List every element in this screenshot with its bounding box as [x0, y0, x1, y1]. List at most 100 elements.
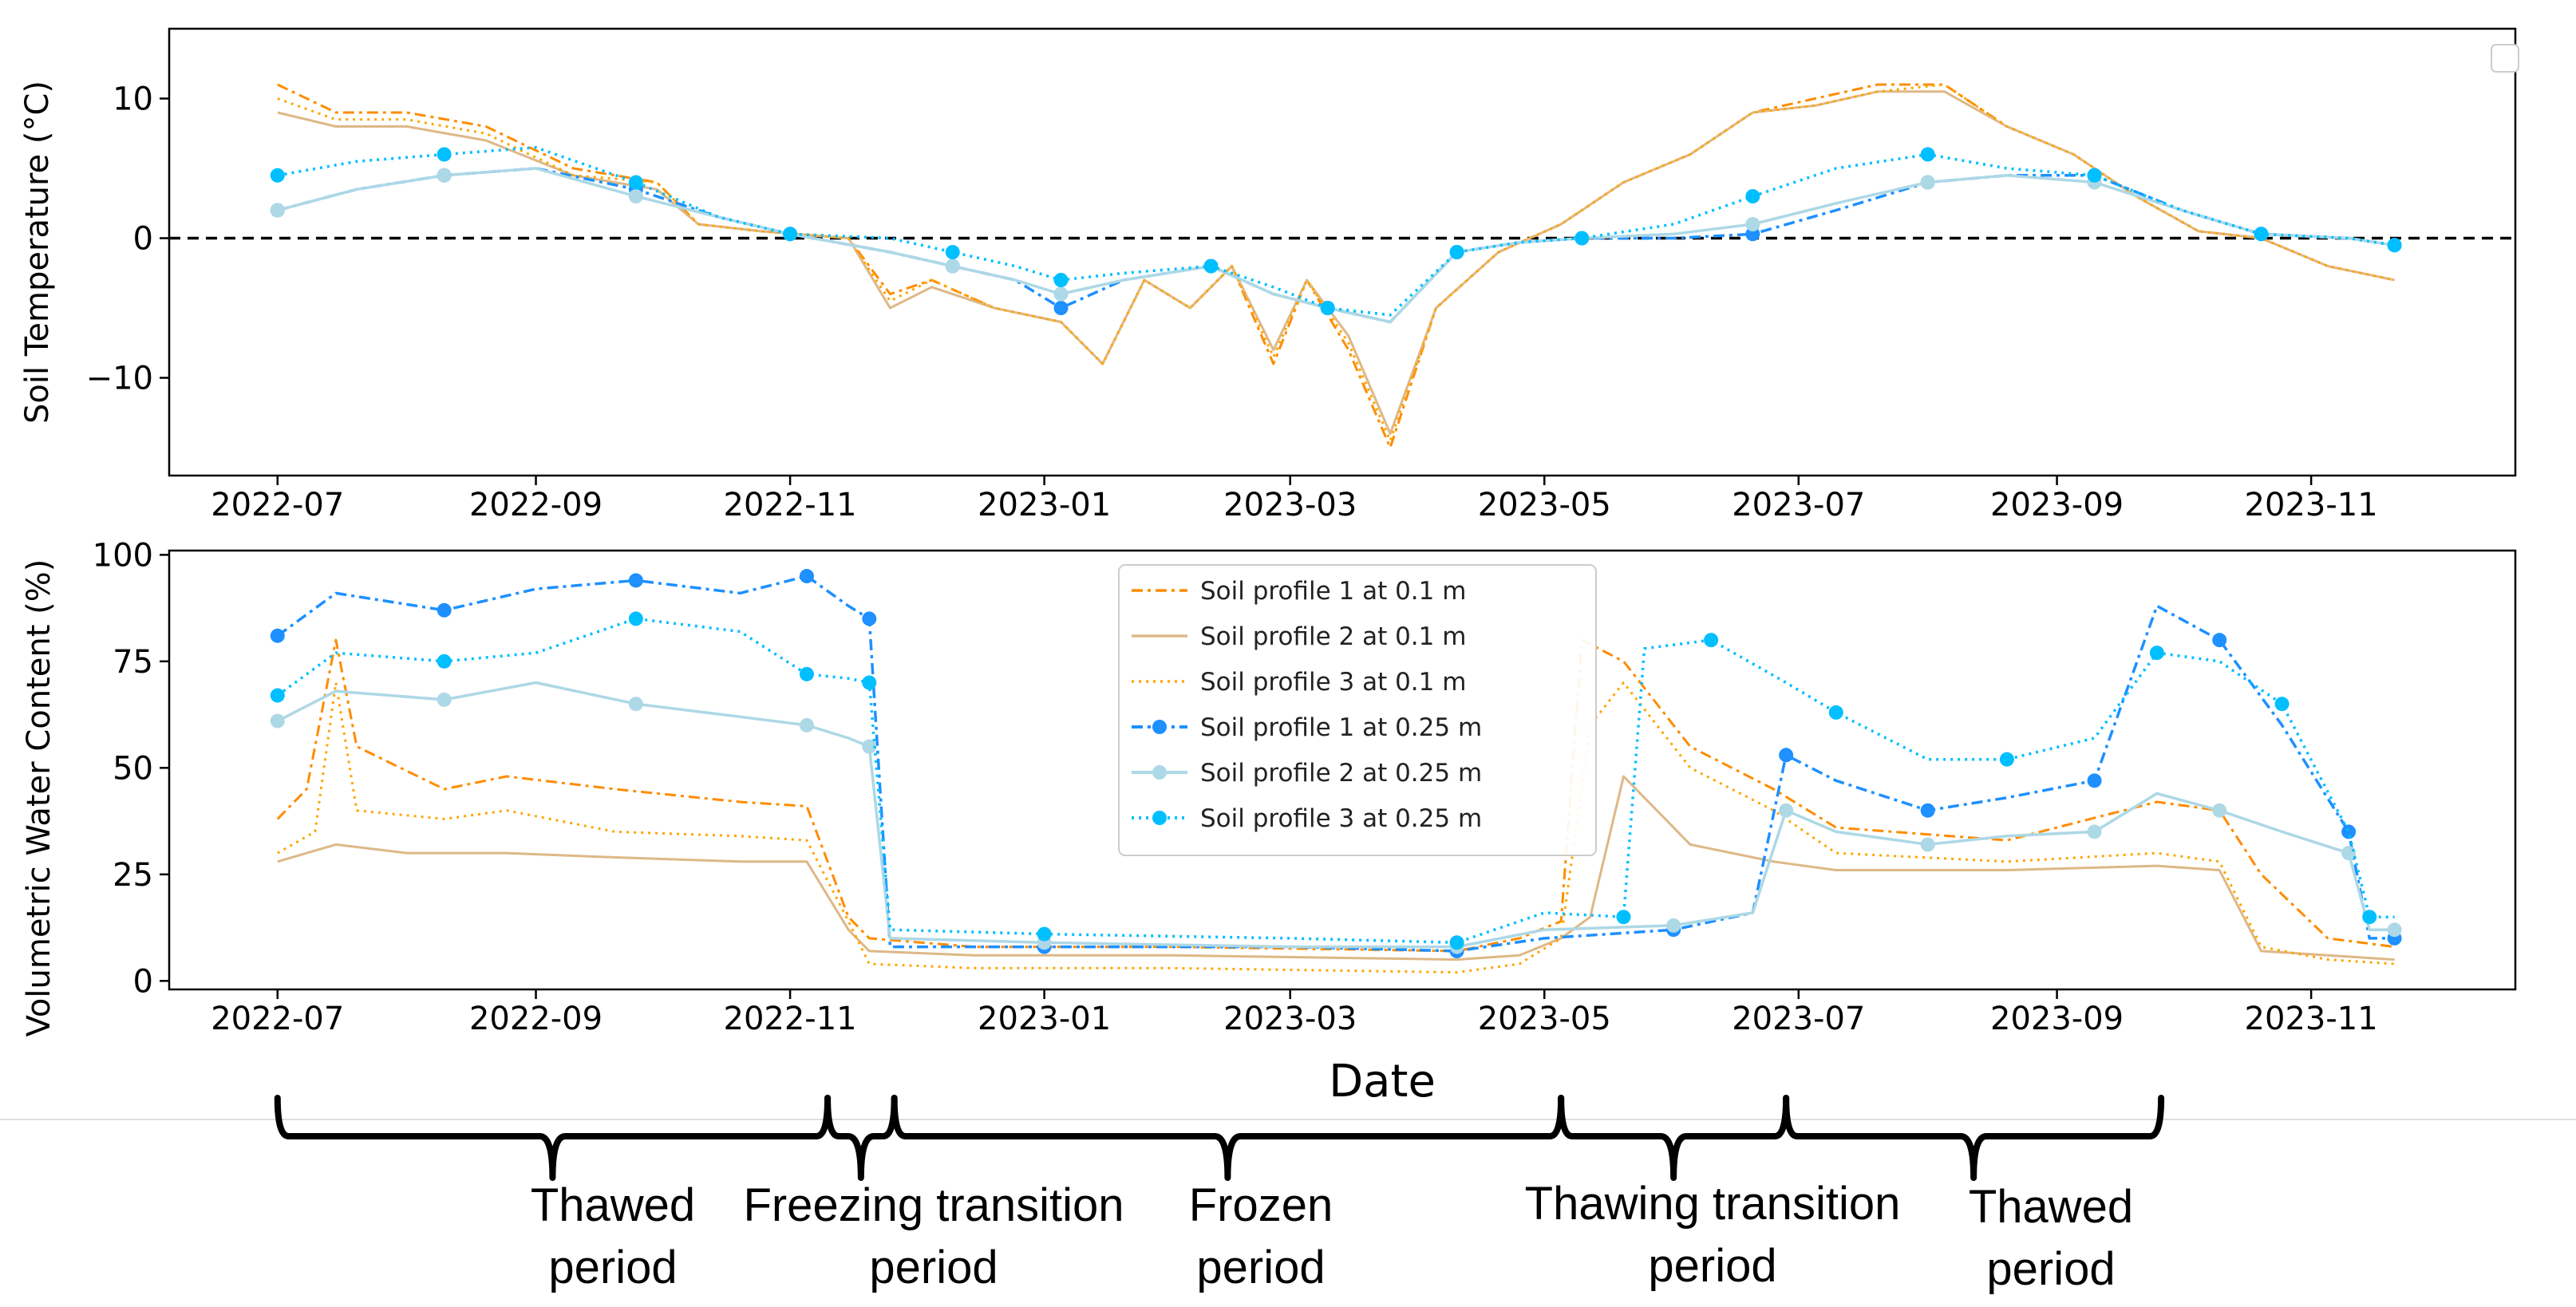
vwc-point-soil-profile-2-at-0-25-m-6 — [799, 717, 814, 732]
period-label-1-line2: period — [869, 1242, 998, 1293]
temp-point-soil-profile-3-at-0-25-m-4 — [628, 175, 643, 190]
temp-xtick-label-2023-03: 2023-03 — [1223, 487, 1357, 523]
water-content-plot-frame — [168, 549, 2517, 991]
temp-point-soil-profile-3-at-0-25-m-22 — [1920, 147, 1935, 162]
legend-label-soil-profile-3-at-0-25-m: Soil profile 3 at 0.25 m — [1200, 804, 1482, 833]
period-label-3-line1: Thawing transition — [1525, 1178, 1901, 1230]
vwc-point-soil-profile-3-at-0-25-m-4 — [628, 611, 643, 626]
vwc-point-soil-profile-3-at-0-25-m-16 — [1704, 633, 1719, 648]
temp-point-soil-profile-1-at-0-25-m-10 — [1053, 301, 1069, 315]
temp-point-soil-profile-2-at-0-25-m-4 — [628, 189, 643, 203]
temp-ytick-label-0: 10 — [113, 81, 153, 118]
vwc-point-soil-profile-1-at-0-25-m-16 — [1779, 748, 1794, 763]
vwc-point-soil-profile-1-at-0-25-m-24 — [2341, 824, 2357, 839]
temperature-ticks: 2022-07 2022-09 2022-11 2023-01 2023-03 2023-… — [86, 81, 2378, 524]
legend: Soil profile 1 at 0.1 m Soil profile 2 at… — [1118, 564, 1597, 856]
vwc-xtick-label-2023-09: 2023-09 — [1990, 1001, 2124, 1037]
temp-point-soil-profile-2-at-0-25-m-22 — [1920, 175, 1935, 190]
vwc-xtick-label-2023-05: 2023-05 — [1478, 1001, 1611, 1037]
water-content-ticks: 2022-07 2022-09 2022-11 2023-01 2023-03 2023-… — [93, 537, 2378, 1037]
legend-label-soil-profile-2-at-0-25-m: Soil profile 2 at 0.25 m — [1200, 759, 1482, 788]
vwc-ytick-label-4: 0 — [133, 963, 153, 1000]
vwc-xtick-label-2023-01: 2023-01 — [978, 1001, 1111, 1037]
temp-point-soil-profile-2-at-0-25-m-2 — [437, 168, 452, 183]
temp-point-soil-profile-3-at-0-25-m-12 — [1203, 259, 1219, 274]
vwc-xtick-label-2023-07: 2023-07 — [1732, 1001, 1865, 1037]
temp-xtick-label-2023-09: 2023-09 — [1990, 487, 2124, 523]
vwc-xtick-label-2023-11: 2023-11 — [2245, 1001, 2378, 1037]
vwc-ytick-label-1: 75 — [113, 644, 153, 681]
temp-point-soil-profile-3-at-0-25-m-2 — [437, 147, 452, 162]
vwc-series-soil-profile-3-at-0-1-m — [277, 681, 2395, 974]
period-annotations: Thawed period Freezing transition period Fro… — [274, 1095, 2165, 1295]
temp-point-soil-profile-3-at-0-25-m-26 — [2254, 227, 2269, 242]
period-label-0-line1: Thawed — [531, 1179, 695, 1231]
vwc-series-soil-profile-1-at-0-25-m — [276, 575, 2395, 953]
vwc-point-soil-profile-3-at-0-25-m-10 — [1037, 926, 1052, 942]
vwc-point-soil-profile-3-at-0-25-m-20 — [1999, 752, 2014, 767]
temp-point-soil-profile-3-at-0-25-m-8 — [945, 245, 960, 259]
period-label-2-line1: Frozen — [1189, 1179, 1333, 1231]
temp-point-soil-profile-3-at-0-25-m-14 — [1320, 301, 1335, 315]
temp-point-soil-profile-2-at-0-25-m-0 — [270, 203, 285, 218]
legend-marker-soil-profile-2-at-0-25-m — [1152, 765, 1167, 780]
period-brace-4 — [1783, 1095, 2165, 1181]
vwc-point-soil-profile-3-at-0-25-m-24 — [2274, 697, 2290, 712]
temp-point-soil-profile-3-at-0-25-m-10 — [1053, 273, 1069, 287]
vwc-point-soil-profile-3-at-0-25-m-2 — [437, 654, 452, 669]
temperature-panel: 2022-07 2022-09 2022-11 2023-01 2023-03 2023-… — [19, 27, 2519, 524]
period-label-4-line2: period — [1986, 1243, 2115, 1295]
temperature-series — [169, 83, 2515, 449]
vwc-xtick-label-2022-07: 2022-07 — [211, 1001, 344, 1037]
vwc-point-soil-profile-2-at-0-25-m-2 — [437, 692, 452, 707]
period-label-4-line1: Thawed — [1969, 1181, 2133, 1233]
vwc-series-soil-profile-3-at-0-25-m — [276, 617, 2395, 945]
vwc-ytick-label-2: 50 — [113, 750, 153, 787]
vwc-point-soil-profile-1-at-0-25-m-0 — [270, 628, 285, 643]
vwc-point-soil-profile-2-at-0-25-m-26 — [2387, 922, 2402, 938]
vwc-point-soil-profile-1-at-0-25-m-6 — [799, 569, 814, 584]
vwc-point-soil-profile-2-at-0-25-m-8 — [862, 739, 877, 754]
temp-point-soil-profile-3-at-0-25-m-0 — [270, 168, 285, 183]
vwc-point-soil-profile-2-at-0-25-m-16 — [1779, 803, 1794, 818]
period-label-0-line2: period — [548, 1242, 677, 1293]
legend-frame — [1118, 564, 1597, 856]
temp-point-soil-profile-3-at-0-25-m-28 — [2387, 238, 2402, 253]
period-label-2-line2: period — [1196, 1242, 1325, 1293]
temperature-ylabel: Soil Temperature (°C) — [19, 81, 56, 424]
vwc-point-soil-profile-3-at-0-25-m-22 — [2149, 646, 2164, 661]
vwc-point-soil-profile-3-at-0-25-m-18 — [1828, 705, 1843, 720]
vwc-point-soil-profile-1-at-0-25-m-2 — [437, 602, 452, 618]
empty-legend-box — [2491, 44, 2519, 73]
legend-marker-soil-profile-1-at-0-25-m — [1152, 720, 1167, 734]
temp-point-soil-profile-2-at-0-25-m-20 — [1745, 217, 1760, 231]
vwc-point-soil-profile-3-at-0-25-m-8 — [862, 675, 877, 690]
vwc-xtick-label-2022-11: 2022-11 — [724, 1001, 857, 1037]
temp-xtick-label-2023-01: 2023-01 — [978, 487, 1111, 523]
temp-xtick-label-2023-07: 2023-07 — [1732, 487, 1865, 523]
temp-point-soil-profile-3-at-0-25-m-6 — [783, 227, 798, 242]
temp-point-soil-profile-2-at-0-25-m-8 — [945, 259, 960, 274]
period-brace-2 — [891, 1095, 1565, 1181]
legend-label-soil-profile-1-at-0-25-m: Soil profile 1 at 0.25 m — [1200, 713, 1482, 742]
temp-point-soil-profile-3-at-0-25-m-20 — [1745, 189, 1760, 203]
temp-series-soil-profile-3-at-0-1-m — [277, 83, 2395, 442]
legend-marker-soil-profile-3-at-0-25-m — [1152, 811, 1167, 825]
vwc-xtick-label-2022-09: 2022-09 — [469, 1001, 603, 1037]
period-brace-1 — [824, 1095, 898, 1181]
period-label-3-line2: period — [1648, 1240, 1776, 1292]
period-brace-0 — [274, 1095, 832, 1181]
vwc-xtick-label-2023-03: 2023-03 — [1223, 1001, 1357, 1037]
temp-xtick-label-2022-09: 2022-09 — [469, 487, 603, 523]
vwc-series-soil-profile-2-at-0-25-m — [277, 681, 2395, 949]
vwc-point-soil-profile-2-at-0-25-m-20 — [2087, 824, 2102, 839]
xaxis-label: Date — [1329, 1056, 1436, 1108]
water-content-ylabel: Volumetric Water Content (%) — [21, 559, 57, 1037]
temp-ytick-label-1: 0 — [133, 221, 153, 258]
legend-label-soil-profile-3-at-0-1-m: Soil profile 3 at 0.1 m — [1200, 668, 1466, 697]
vwc-series-soil-profile-2-at-0-1-m — [277, 775, 2395, 961]
period-brace-3 — [1558, 1095, 1790, 1181]
temp-xtick-label-2022-07: 2022-07 — [211, 487, 344, 523]
